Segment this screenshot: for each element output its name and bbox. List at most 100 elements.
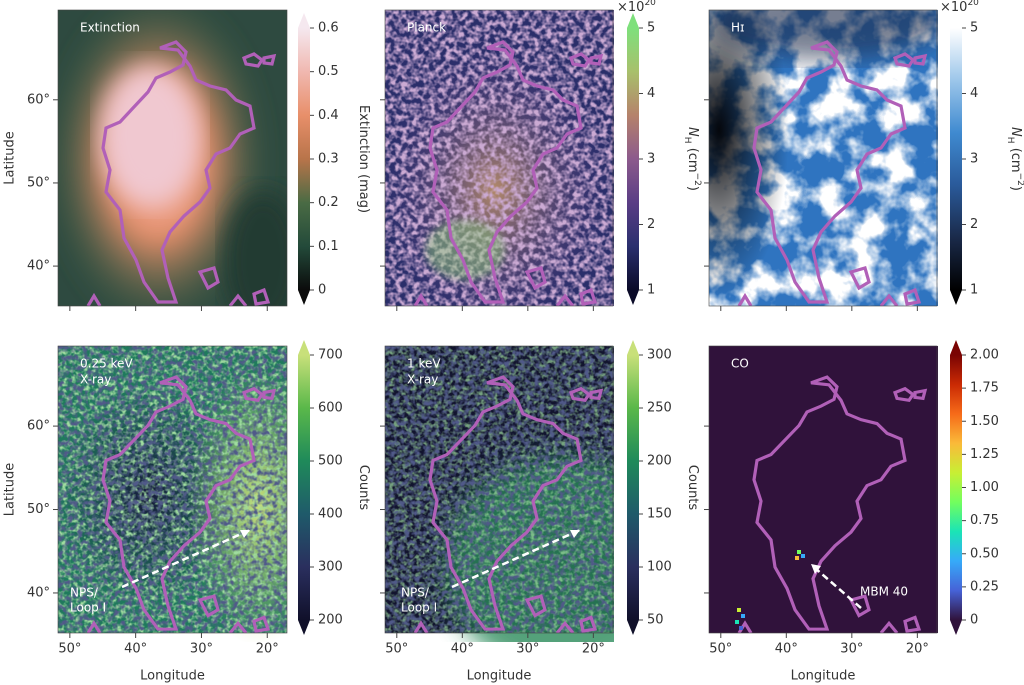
annotation: MBM 40 [860,585,908,599]
colorbar-tick-label: 0 [318,283,326,298]
x-tick-label: 50° [58,642,81,657]
text-part: (cm [686,144,701,173]
arrow [451,528,581,589]
colorbar-tick-label: 0.75 [970,513,999,528]
colorbar-multiplier: ×1020 [940,0,979,15]
text-part: Counts [357,465,372,511]
annotation: Loop I [401,601,437,615]
text-part: ) [686,186,701,191]
colorbar-tick-label: 1 [970,283,978,298]
text-part: ) [1009,186,1024,191]
colorbar-extend [627,290,639,305]
panel-title: CO [731,357,749,371]
x-tick-label: 20° [582,642,605,657]
text-part: H [683,137,693,144]
colorbar-tick-label: 200 [647,454,672,469]
plot-frame [384,9,614,307]
map-planck [385,10,614,306]
annotation: NPS/ [70,586,99,600]
colorbar-tick-label: 250 [647,401,672,416]
y-tick-label: 50° [27,175,50,190]
x-tick-label: 30° [840,642,863,657]
colorbar-tick-label: 2 [970,217,978,232]
plot-frame [57,9,288,307]
colorbar-tick-label: 0.25 [970,579,999,594]
arrow-head [570,530,580,538]
colorbar-tick-label: 5 [970,21,978,36]
colorbar-tick-label: 0.5 [318,64,339,79]
colorbar-tick-label: 2.00 [970,348,999,363]
x-tick-label: 50° [709,642,732,657]
plot-frame [708,9,938,307]
colorbar-extend [298,620,310,635]
x-tick-label: 30° [190,642,213,657]
colorbar-label: Counts [357,465,372,511]
x-tick-label: 20° [256,642,279,657]
colorbar-tick-label: 0.50 [970,546,999,561]
x-tick-label: 20° [906,642,929,657]
colorbar-tick-label: 100 [647,560,672,575]
text-part: 20 [644,0,656,8]
colorbar-label: NH (cm−2) [683,127,703,191]
colorbar-tick-label: 700 [318,348,343,363]
x-tick-label: 40° [451,642,474,657]
annotation: Loop I [70,601,106,615]
y-tick-label: 60° [27,419,50,434]
colorbar-tick-label: 150 [647,507,672,522]
colorbar-tick-label: 400 [318,507,343,522]
x-tick-label: 30° [516,642,539,657]
colorbar-tick-label: 300 [647,348,672,363]
y-tick-label: 40° [27,259,50,274]
panel-title: Extinction [80,21,140,35]
colorbar-tick-label: 1 [647,283,655,298]
arrow-head [240,530,250,538]
panel-title: Planck [407,21,446,35]
colorbar-label: NH (cm−2) [1006,127,1024,191]
colorbar [627,355,639,620]
panel-title: 1 keV [407,357,441,371]
plot-frame [708,345,938,634]
annotation: NPS/ [401,586,430,600]
colorbar-tick-label: 500 [318,454,343,469]
plot-frame [57,345,288,634]
x-axis-label: Longitude [467,669,532,684]
arrow [814,567,862,609]
colorbar-tick-label: 50 [647,613,664,628]
text-part: 20 [967,0,979,8]
colorbar-extend [950,620,962,635]
colorbar-extend [627,340,639,355]
x-tick-label: 40° [124,642,147,657]
map-xray-025: NPS/ Loop I [58,346,287,642]
arrow [121,528,251,589]
colorbar-tick-label: 2 [647,217,655,232]
text-part: −2 [1016,173,1024,186]
panel-title: 0.25 keV [80,357,133,371]
colorbar-tick-label: 300 [318,560,343,575]
colorbar-tick-label: 5 [647,21,655,36]
colorbar-extend [627,13,639,28]
colorbar-label: K km s−1 [1023,459,1024,516]
colorbar [298,355,310,620]
colorbar-extend [298,13,310,28]
y-tick-label: 40° [27,585,50,600]
colorbar-tick-label: 1.50 [970,414,999,429]
colorbar [950,28,962,290]
colorbar-tick-label: 0.3 [318,152,339,167]
text-part: Counts [686,465,701,511]
x-axis-label: Longitude [140,669,205,684]
text-part: N [686,127,701,137]
y-axis-label: Latitude [3,131,18,185]
text-part: (cm [1009,144,1024,173]
colorbar-extend [950,340,962,355]
text-part: ×10 [940,0,967,15]
colorbar-multiplier: ×1020 [617,0,656,15]
colorbar [950,355,962,620]
colorbar-tick-label: 200 [318,613,343,628]
colorbar [627,28,639,290]
colorbar-tick-label: 1.00 [970,480,999,495]
text-part: Extinction (mag) [357,105,372,213]
colorbar-tick-label: 3 [647,152,655,167]
colorbar-tick-label: 0.2 [318,195,339,210]
x-axis-label: Longitude [791,669,856,684]
